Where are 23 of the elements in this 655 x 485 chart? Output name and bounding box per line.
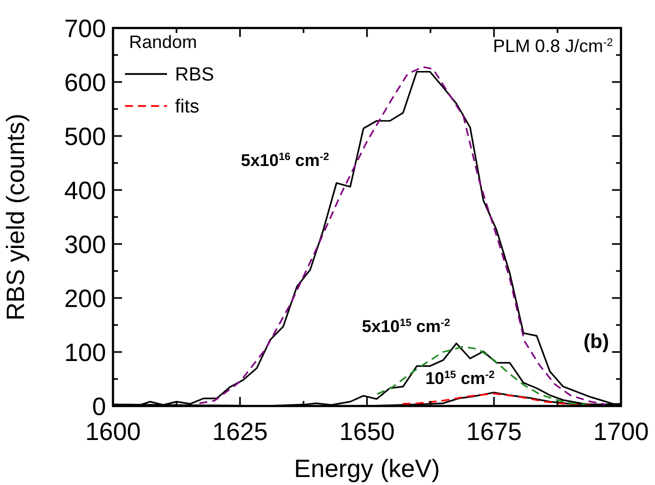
y-tick-label: 600 (64, 68, 106, 97)
annotation: 5x10$^{16}$ cm$^{-2}$ (240, 151, 330, 170)
legend-title: Random (129, 32, 198, 52)
annotation: (b) (583, 331, 609, 353)
x-tick-label: 1600 (85, 418, 141, 446)
y-axis-title: RBS yield (counts) (2, 113, 30, 321)
legend-label: fits (175, 96, 200, 118)
legend-label: RBS (175, 64, 214, 86)
x-axis-title: Energy (keV) (294, 455, 440, 483)
x-tick-label: 1675 (466, 418, 522, 446)
y-tick-label: 400 (64, 176, 106, 205)
annotation: 10$^{15}$ cm$^{-2}$ (425, 369, 495, 388)
y-tick-label: 300 (64, 230, 106, 259)
x-tick-label: 1625 (212, 418, 268, 446)
x-tick-label: 1650 (339, 418, 395, 446)
y-tick-label: 100 (64, 338, 106, 367)
annotation: PLM 0.8 J/cm$^{-2}$ (493, 36, 613, 56)
x-tick-label: 1700 (593, 418, 649, 446)
y-tick-label: 0 (92, 392, 106, 421)
annotation: 5x10$^{15}$ cm$^{-2}$ (362, 317, 450, 336)
y-tick-label: 200 (64, 284, 106, 313)
y-tick-label: 500 (64, 122, 106, 151)
y-tick-label: 700 (64, 14, 106, 43)
